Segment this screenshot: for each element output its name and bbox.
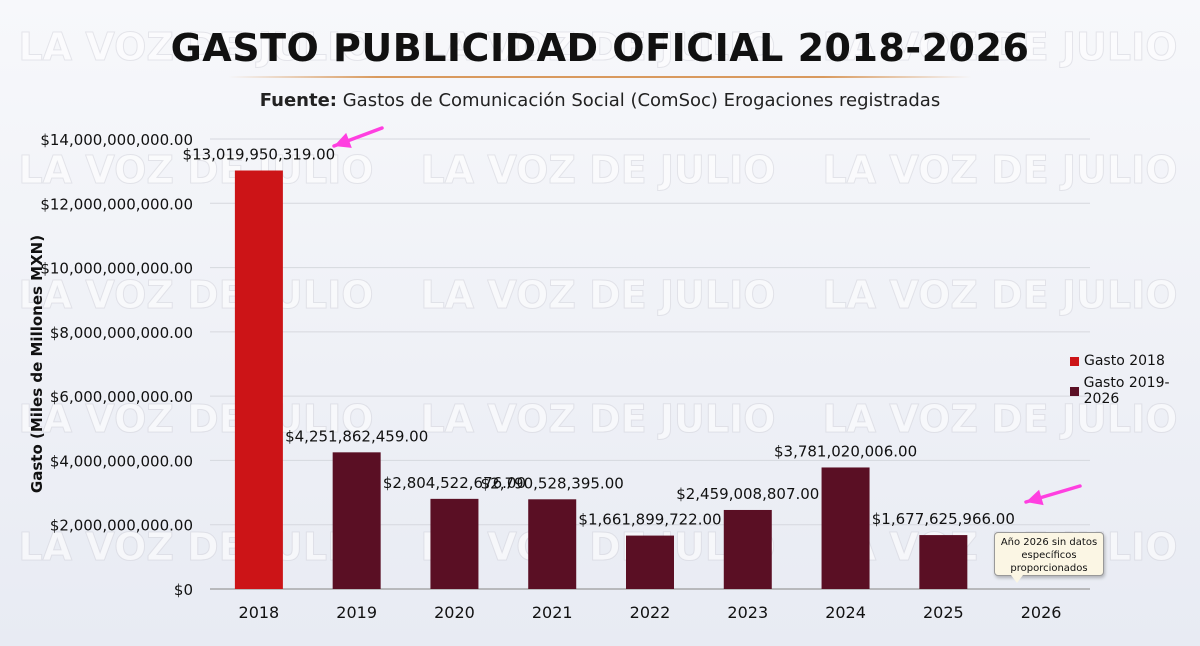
bar-2018 [234, 170, 283, 590]
bar-2019 [332, 452, 381, 589]
y-tick-label: $4,000,000,000.00 [50, 452, 193, 470]
data-label-2019: $4,251,862,459.00 [285, 427, 428, 445]
legend-label-gasto-2019-2026: Gasto 2019-2026 [1083, 375, 1170, 407]
data-label-2025: $1,677,625,966.00 [872, 510, 1015, 528]
x-tick-label: 2022 [630, 603, 671, 622]
x-tick-label: 2024 [825, 603, 866, 622]
no-data-callout: Año 2026 sin datos específicos proporcio… [994, 532, 1104, 576]
data-label-2024: $3,781,020,006.00 [774, 442, 917, 460]
y-tick-label: $14,000,000,000.00 [40, 131, 193, 149]
x-tick-label: 2021 [532, 603, 573, 622]
title-underline [228, 76, 972, 78]
bar-2023 [723, 509, 772, 589]
arrow-2018-annotation [332, 126, 384, 148]
x-tick-label: 2026 [1021, 603, 1062, 622]
x-tick-label: 2019 [336, 603, 377, 622]
y-tick-label: $0 [174, 581, 193, 599]
y-tick-label: $12,000,000,000.00 [40, 195, 193, 213]
callout-tail [1011, 575, 1023, 583]
x-tick-label: 2020 [434, 603, 475, 622]
bar-2020 [430, 498, 479, 589]
bar-2022 [626, 535, 674, 589]
y-tick-label: $8,000,000,000.00 [50, 324, 193, 342]
data-label-2023: $2,459,008,807.00 [676, 485, 819, 503]
y-axis-label: Gasto (Miles de Millones MXN) [28, 235, 46, 493]
subtitle-source-text: Gastos de Comunicación Social (ComSoc) E… [337, 90, 941, 111]
legend-item-gasto-2019-2026: Gasto 2019-2026 [1070, 375, 1200, 407]
chart-subtitle: Fuente: Gastos de Comunicación Social (C… [0, 90, 1200, 111]
legend-item-gasto-2018: Gasto 2018 [1070, 346, 1200, 376]
x-tick-label: 2025 [923, 603, 964, 622]
subtitle-source-label: Fuente: [259, 90, 337, 111]
data-label-2018: $13,019,950,319.00 [183, 146, 336, 164]
bar-2024 [821, 467, 870, 589]
arrow-head [1026, 489, 1044, 506]
y-tick-label: $6,000,000,000.00 [50, 388, 193, 406]
legend-swatch-gasto-2019-2026 [1070, 386, 1079, 396]
arrow-2026-annotation [1024, 484, 1082, 506]
data-label-2021: $2,790,528,395.00 [481, 474, 624, 492]
arrow-head [334, 132, 352, 148]
data-label-2020: $2,804,522,676.00 [383, 474, 526, 492]
x-tick-label: 2023 [727, 603, 768, 622]
bar-2025 [919, 535, 968, 589]
y-tick-label: $2,000,000,000.00 [50, 517, 193, 535]
data-label-2022: $1,661,899,722.00 [578, 511, 721, 529]
legend-swatch-gasto-2018 [1070, 356, 1079, 366]
legend-label-gasto-2018: Gasto 2018 [1084, 353, 1165, 369]
bar-2021 [528, 499, 577, 589]
chart-legend: Gasto 2018 Gasto 2019-2026 [1070, 346, 1200, 407]
chart-title: GASTO PUBLICIDAD OFICIAL 2018-2026 [170, 26, 1030, 70]
x-tick-label: 2018 [239, 603, 280, 622]
y-tick-label: $10,000,000,000.00 [40, 260, 193, 278]
